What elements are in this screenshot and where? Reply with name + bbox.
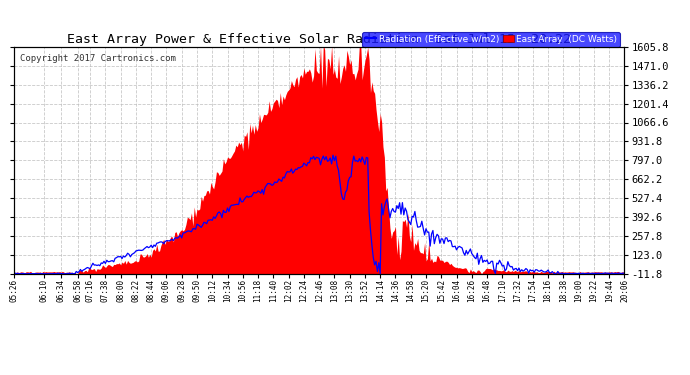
Text: Copyright 2017 Cartronics.com: Copyright 2017 Cartronics.com (20, 54, 176, 63)
Title: East Array Power & Effective Solar Radiation  Sat Jul 15  20:22: East Array Power & Effective Solar Radia… (67, 33, 571, 46)
Legend: Radiation (Effective w/m2), East Array  (DC Watts): Radiation (Effective w/m2), East Array (… (362, 32, 620, 46)
